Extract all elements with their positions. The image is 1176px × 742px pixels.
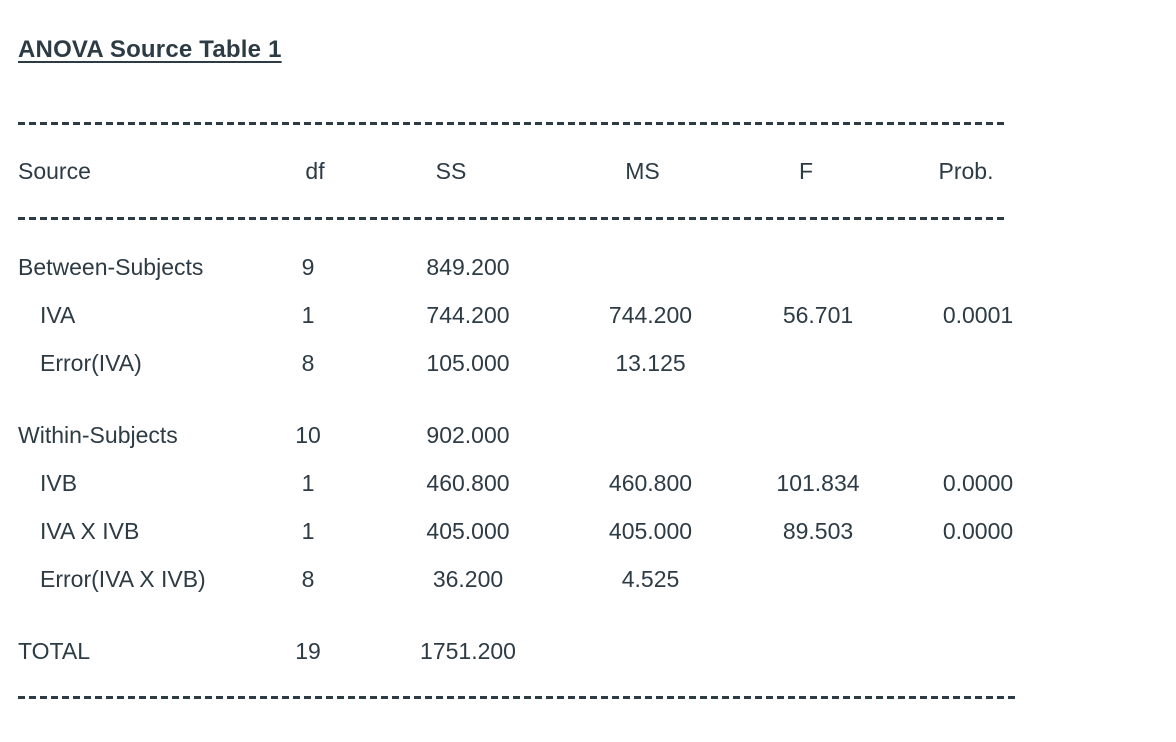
column-header-prob: Prob. — [938, 158, 994, 184]
df-cell: 8 — [301, 350, 315, 376]
table-row-within-subjects: Within-Subjects 10 902.000 — [18, 411, 1176, 459]
prob-cell — [913, 411, 1043, 459]
df-cell: 1 — [301, 470, 315, 496]
table-row-between-subjects: Between-Subjects 9 849.200 — [18, 243, 1176, 291]
source-cell: IVA X IVB — [40, 518, 140, 544]
ms-cell: 405.000 — [608, 518, 693, 544]
ms-cell — [578, 627, 723, 675]
source-cell: Within-Subjects — [18, 422, 178, 448]
ss-cell: 849.200 — [426, 254, 510, 280]
f-cell: 89.503 — [782, 518, 854, 544]
table-row-error-iva: Error(IVA) 8 105.000 13.125 — [18, 339, 1176, 387]
df-cell: 1 — [301, 302, 315, 328]
column-header-f: F — [798, 158, 814, 184]
prob-cell — [913, 339, 1043, 387]
source-cell: Error(IVA X IVB) — [40, 566, 206, 592]
df-cell: 19 — [295, 638, 321, 664]
prob-cell — [913, 243, 1043, 291]
ss-cell: 744.200 — [426, 302, 510, 328]
table-row-iva-x-ivb: IVA X IVB 1 405.000 405.000 89.503 0.000… — [18, 507, 1176, 555]
source-cell: TOTAL — [18, 638, 90, 664]
ms-cell: 13.125 — [615, 350, 686, 376]
prob-cell — [913, 555, 1043, 603]
dashed-divider-top — [18, 122, 1008, 125]
source-cell: Between-Subjects — [18, 254, 204, 280]
source-cell: IVB — [40, 470, 78, 496]
page-title: ANOVA Source Table 1 — [18, 36, 282, 63]
f-cell: 101.834 — [776, 470, 860, 496]
dashed-divider-header — [18, 217, 1008, 220]
column-header-ss: SS — [435, 158, 467, 184]
ss-cell: 1751.200 — [420, 638, 516, 664]
table-row-error-iva-x-ivb: Error(IVA X IVB) 8 36.200 4.525 — [18, 555, 1176, 603]
ss-cell: 902.000 — [426, 422, 510, 448]
column-header-ms: MS — [625, 158, 660, 184]
ss-cell: 460.800 — [426, 470, 510, 496]
f-cell — [723, 555, 913, 603]
ss-cell: 105.000 — [426, 350, 510, 376]
f-cell: 56.701 — [782, 302, 854, 328]
prob-cell: 0.0001 — [942, 302, 1014, 328]
column-header-df: df — [305, 158, 325, 184]
ms-cell — [578, 243, 723, 291]
ss-cell: 36.200 — [432, 566, 504, 592]
prob-cell: 0.0000 — [942, 518, 1014, 544]
table-row-iva: IVA 1 744.200 744.200 56.701 0.0001 — [18, 291, 1176, 339]
df-cell: 9 — [301, 254, 315, 280]
ms-cell — [578, 411, 723, 459]
f-cell — [723, 243, 913, 291]
column-header-source: Source — [18, 158, 91, 184]
dashed-divider-bottom — [18, 696, 1018, 699]
prob-cell — [913, 627, 1043, 675]
f-cell — [723, 411, 913, 459]
ms-cell: 4.525 — [621, 566, 680, 592]
prob-cell: 0.0000 — [942, 470, 1014, 496]
f-cell — [723, 339, 913, 387]
source-cell: IVA — [40, 302, 76, 328]
ms-cell: 460.800 — [608, 470, 693, 496]
ss-cell: 405.000 — [426, 518, 510, 544]
df-cell: 1 — [301, 518, 315, 544]
df-cell: 8 — [301, 566, 315, 592]
table-row-ivb: IVB 1 460.800 460.800 101.834 0.0000 — [18, 459, 1176, 507]
source-cell: Error(IVA) — [40, 350, 142, 376]
table-row-total: TOTAL 19 1751.200 — [18, 627, 1176, 675]
ms-cell: 744.200 — [608, 302, 693, 328]
df-cell: 10 — [295, 422, 321, 448]
f-cell — [723, 627, 913, 675]
table-header-row: Source df SS MS F Prob. — [18, 147, 1176, 195]
